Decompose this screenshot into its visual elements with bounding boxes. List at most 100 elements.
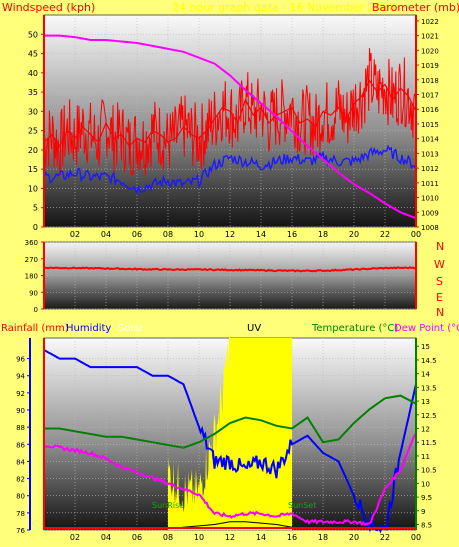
- windspeed-line: [43, 79, 417, 148]
- baro-right-tick-1021: 1021: [421, 33, 439, 41]
- temp-tick-8.5: 8.5: [421, 522, 432, 530]
- legend-dew-point: Dew Point (°C): [394, 323, 459, 334]
- wind-left-tick-30: 30: [28, 107, 38, 116]
- humidity-tick-86: 86: [16, 441, 25, 449]
- dir-tick-270: 270: [25, 256, 38, 264]
- humidity-line: [43, 349, 417, 534]
- climate-x-tick-04: 04: [101, 533, 111, 542]
- wind-x-tick-00: 00: [411, 230, 421, 239]
- wind-x-tick-20: 20: [349, 230, 359, 239]
- temp-tick-14.5: 14.5: [421, 357, 437, 365]
- wind-left-tick-40: 40: [28, 69, 38, 78]
- humidity-tick-92: 92: [16, 390, 25, 398]
- temp-tick-15: 15: [421, 343, 430, 351]
- climate-x-tick-08: 08: [163, 533, 173, 542]
- baro-right-tick-1020: 1020: [421, 47, 439, 55]
- baro-right-tick-1011: 1011: [421, 180, 439, 188]
- wind-left-tick-10: 10: [28, 184, 38, 193]
- baro-right-tick-1018: 1018: [421, 77, 439, 85]
- wind-x-tick-14: 14: [256, 230, 266, 239]
- baro-right-tick-1009: 1009: [421, 209, 439, 217]
- baro-right-tick-1010: 1010: [421, 195, 439, 203]
- humidity-tick-84: 84: [16, 458, 25, 466]
- temp-tick-12.5: 12.5: [421, 412, 437, 420]
- windspeed-gust-noise: [43, 48, 417, 176]
- temp-tick-10.5: 10.5: [421, 467, 437, 475]
- temp-tick-11: 11: [421, 453, 430, 461]
- temp-tick-13: 13: [421, 398, 430, 406]
- wind-x-tick-10: 10: [194, 230, 204, 239]
- climate-x-tick-12: 12: [225, 533, 235, 542]
- legend-solar: Solar: [118, 323, 144, 334]
- climate-x-tick-16: 16: [287, 533, 297, 542]
- temp-tick-9: 9: [421, 508, 425, 516]
- baro-right-tick-1015: 1015: [421, 121, 439, 129]
- climate-x-tick-02: 02: [70, 533, 80, 542]
- humidity-tick-80: 80: [16, 493, 25, 501]
- wind-left-tick-45: 45: [28, 50, 38, 59]
- legend-uv: UV: [247, 323, 261, 334]
- humidity-tick-78: 78: [16, 510, 25, 518]
- wind-x-tick-12: 12: [225, 230, 235, 239]
- date-title: 24 hour graph data - 16 November 2008: [172, 1, 396, 14]
- wind-x-tick-08: 08: [163, 230, 173, 239]
- wind-x-tick-04: 04: [101, 230, 111, 239]
- compass-e: E: [436, 291, 443, 304]
- climate-x-tick-20: 20: [349, 533, 359, 542]
- barometer-axis-title: Barometer (mb): [372, 1, 459, 14]
- temperature-line: [44, 394, 417, 449]
- dew-point-line: [43, 432, 417, 527]
- humidity-tick-88: 88: [16, 424, 25, 432]
- baro-right-tick-1017: 1017: [421, 92, 439, 100]
- dir-tick-360: 360: [25, 239, 38, 247]
- baro-right-tick-1019: 1019: [421, 62, 439, 70]
- baro-right-tick-1016: 1016: [421, 106, 439, 114]
- wind-x-tick-18: 18: [318, 230, 328, 239]
- uv-line: [167, 521, 293, 530]
- wind-x-tick-06: 06: [132, 230, 142, 239]
- temp-tick-9.5: 9.5: [421, 494, 432, 502]
- compass-n-top: N: [436, 240, 444, 253]
- dir-tick-0: 0: [34, 306, 38, 314]
- wind-left-tick-5: 5: [33, 204, 38, 213]
- sunrise-label: SunRise: [152, 501, 184, 510]
- humidity-tick-76: 76: [16, 527, 25, 535]
- baro-right-tick-1014: 1014: [421, 136, 439, 144]
- baro-right-tick-1008: 1008: [421, 224, 439, 232]
- wind-left-tick-35: 35: [28, 88, 38, 97]
- compass-w: W: [434, 258, 445, 271]
- compass-s: S: [436, 275, 443, 288]
- wind-x-tick-16: 16: [287, 230, 297, 239]
- baro-right-tick-1013: 1013: [421, 150, 439, 158]
- baro-right-tick-1022: 1022: [421, 18, 439, 26]
- wind-x-tick-02: 02: [70, 230, 80, 239]
- wind-left-tick-15: 15: [28, 165, 38, 174]
- wind-direction-line: [43, 266, 417, 273]
- climate-x-tick-00: 00: [411, 533, 421, 542]
- wind-x-tick-22: 22: [380, 230, 390, 239]
- dir-tick-90: 90: [29, 289, 38, 297]
- humidity-tick-96: 96: [16, 356, 25, 364]
- legend-humidity: Humidity: [66, 323, 111, 334]
- windspeed-axis-title: Windspeed (kph): [2, 1, 95, 14]
- wind-left-tick-25: 25: [28, 127, 38, 136]
- humidity-tick-94: 94: [16, 373, 25, 381]
- dir-tick-180: 180: [25, 273, 38, 281]
- legend-temperature: Temperature (°C): [311, 323, 398, 334]
- sunset-label: SunSet: [288, 501, 316, 510]
- temp-tick-10: 10: [421, 480, 430, 488]
- legend-rainfall: Rainfall (mm): [1, 323, 69, 334]
- climate-x-tick-22: 22: [380, 533, 390, 542]
- windspeed-average-line: [43, 144, 417, 196]
- climate-x-tick-14: 14: [256, 533, 266, 542]
- solar-area: [168, 330, 292, 530]
- temp-tick-12: 12: [421, 426, 430, 434]
- climate-x-tick-18: 18: [318, 533, 328, 542]
- temp-tick-14: 14: [421, 371, 430, 379]
- humidity-tick-90: 90: [16, 407, 25, 415]
- compass-n-bottom: N: [436, 306, 444, 319]
- humidity-tick-82: 82: [16, 476, 25, 484]
- wind-left-tick-0: 0: [33, 223, 38, 232]
- temp-tick-13.5: 13.5: [421, 384, 437, 392]
